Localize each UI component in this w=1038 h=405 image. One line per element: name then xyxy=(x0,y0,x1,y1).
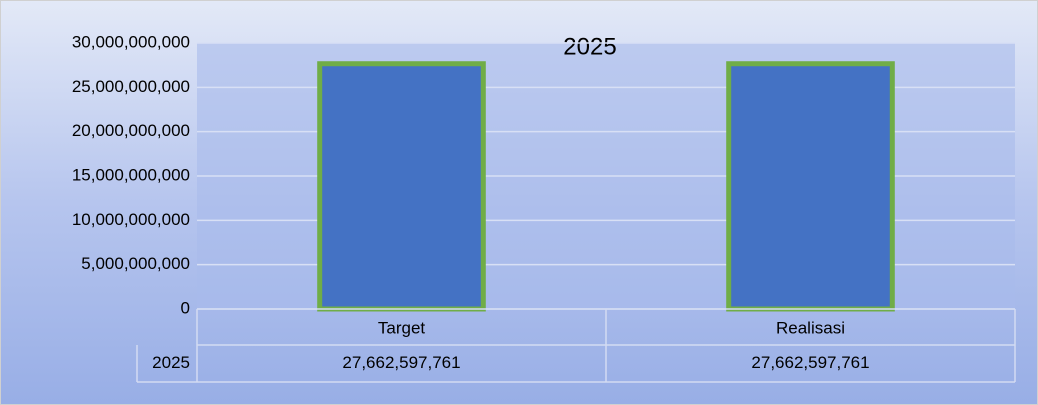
y-tick-label: 20,000,000,000 xyxy=(72,121,190,140)
y-tick-label: 10,000,000,000 xyxy=(72,210,190,229)
chart-title: 2025 xyxy=(563,33,616,60)
y-tick-label: 25,000,000,000 xyxy=(72,77,190,96)
x-tick-label: Target xyxy=(378,318,426,337)
x-tick-label: Realisasi xyxy=(776,318,845,337)
bar xyxy=(726,61,895,312)
y-tick-label: 5,000,000,000 xyxy=(81,254,190,273)
y-tick-label: 0 xyxy=(181,298,190,317)
bar xyxy=(317,61,486,312)
legend-entry: 2025 xyxy=(152,353,190,372)
data-label: 27,662,597,761 xyxy=(342,353,460,372)
y-tick-label: 30,000,000,000 xyxy=(72,32,190,51)
y-tick-label: 15,000,000,000 xyxy=(72,165,190,184)
data-label: 27,662,597,761 xyxy=(751,353,869,372)
